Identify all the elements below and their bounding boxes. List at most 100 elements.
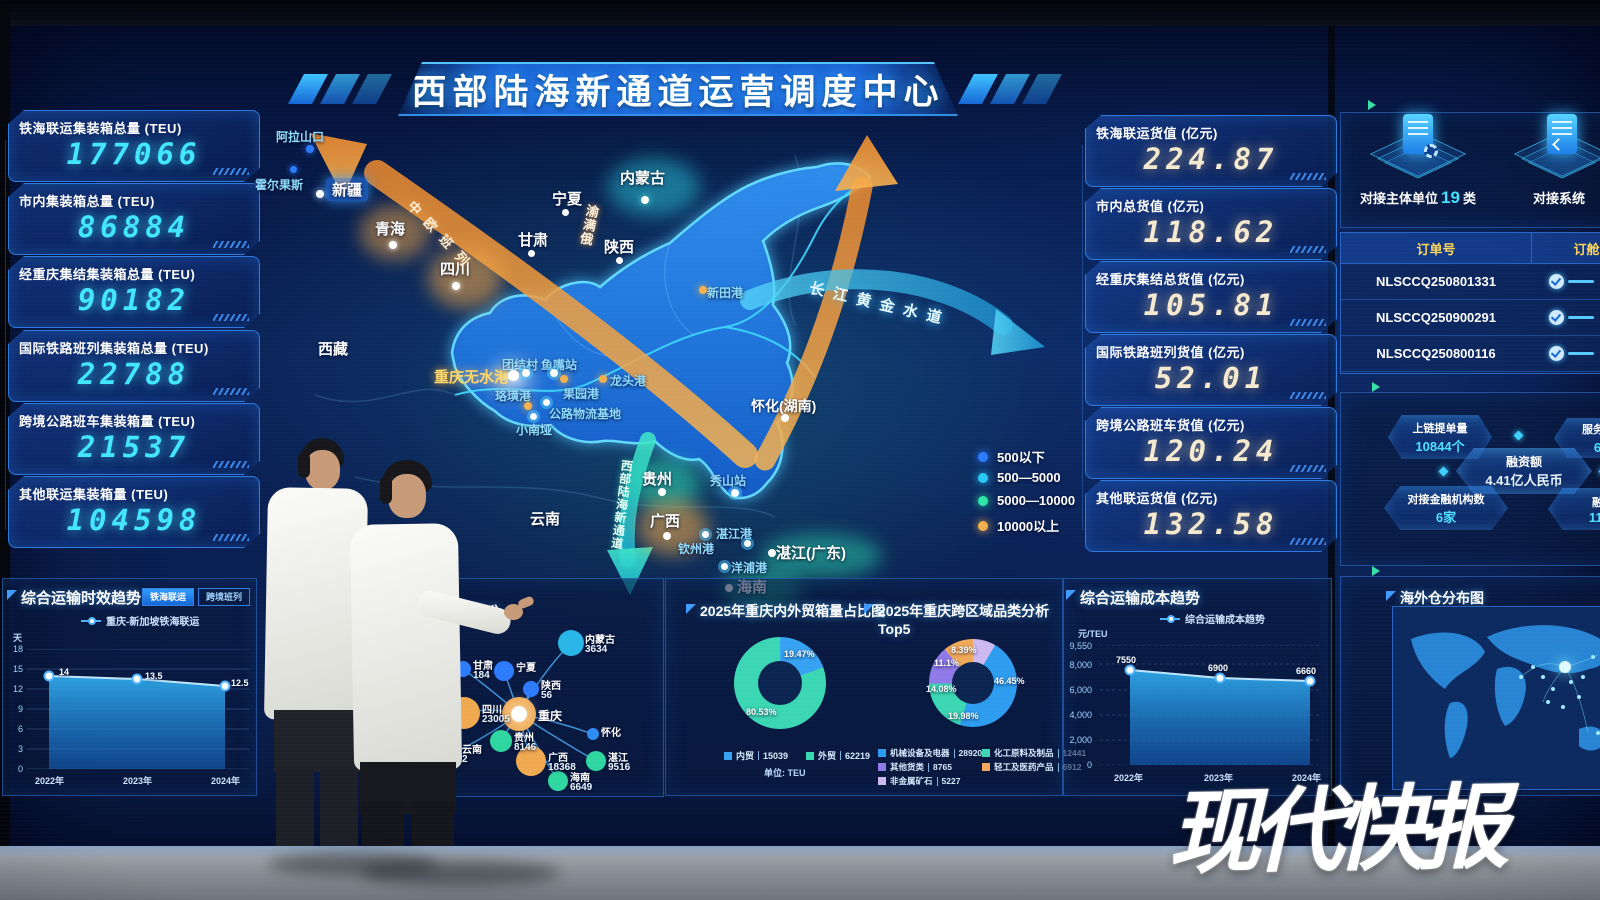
marker-dot-chongqing xyxy=(508,370,519,381)
stat-value: 21537 xyxy=(77,430,191,464)
panel-title: 综合运输时效趋势 xyxy=(6,587,141,608)
pie2-title: 2025年重庆跨区域品类分析Top5 xyxy=(864,601,1062,637)
pie-pct: 80.53% xyxy=(746,707,777,717)
map-legend-item: 5000—10000 xyxy=(978,493,1075,508)
stat-value: 224.87 xyxy=(1143,142,1279,176)
map-label-xintiangang: 新田港 xyxy=(707,286,744,300)
col-booking: 订舱 xyxy=(1573,241,1600,257)
summary-card-units: 对接主体单位 19 类 xyxy=(1352,114,1484,230)
point-value: 6660 xyxy=(1296,666,1317,676)
marker-dot xyxy=(699,286,707,294)
legend-label: 10000以上 xyxy=(997,519,1060,534)
tab-crossborder-train[interactable]: 跨境班列 xyxy=(197,588,250,606)
table-row[interactable]: NLSCCQ250801331 xyxy=(1341,264,1600,300)
marker-dot xyxy=(306,145,314,153)
toggle-track xyxy=(1568,352,1594,355)
marker-dot xyxy=(550,369,558,377)
legend-label: 重庆-新加坡铁海联运 xyxy=(106,617,200,628)
map-label-yuzuizhan: 鱼嘴站 xyxy=(541,358,578,372)
stat-card-assembled-value: 经重庆集结总货值 (亿元) 105.81 xyxy=(1085,261,1337,333)
legend-label: 5000—10000 xyxy=(997,493,1076,508)
summary-label: 对接系统 xyxy=(1532,191,1585,206)
legend-line-icon xyxy=(81,616,101,625)
map-label-gansu: 甘肃 xyxy=(518,232,549,249)
pie-legend-item: 内贸 15039 xyxy=(724,749,788,762)
booking-check-icon xyxy=(1549,310,1564,325)
node-value: 56 xyxy=(541,690,553,701)
marker-dot xyxy=(524,402,532,410)
legend-dot-green xyxy=(978,495,988,506)
stat-card-intl-rail-teu: 国际铁路班列集装箱总量 (TEU) 22788 xyxy=(8,330,260,402)
legend-label: 500—5000 xyxy=(997,470,1061,485)
map-label-qinzhougang: 钦州港 xyxy=(678,542,715,556)
x-tick: 2022年 xyxy=(35,776,65,786)
y-tick: 0 xyxy=(1086,760,1092,770)
map-label-neimenggu: 内蒙古 xyxy=(620,170,666,187)
map-label-guizhou: 贵州 xyxy=(642,471,673,488)
y-tick: 0 xyxy=(17,764,23,774)
pie-pct: 11.1% xyxy=(934,658,960,668)
map-label-alashankou: 阿拉山口 xyxy=(276,130,325,144)
stat-value: 86884 xyxy=(77,210,191,244)
node-value: 23005 xyxy=(482,714,510,725)
metric-value: 6家 xyxy=(1435,509,1457,525)
panel-pie-charts: 2025年重庆内外贸箱量占比图 2025年重庆跨区域品类分析Top5 19.47… xyxy=(665,578,1086,796)
panel-title: 综合运输成本趋势 xyxy=(1065,587,1200,608)
summary-value: 19 xyxy=(1441,188,1460,207)
stat-label: 国际铁路班列货值 (亿元) xyxy=(1096,345,1245,360)
map-legend-item: 10000以上 xyxy=(978,516,1059,535)
y-tick: 6,000 xyxy=(1069,685,1092,695)
metric-label: 对接金融机构数 xyxy=(1407,493,1485,506)
y-axis-unit: 天 xyxy=(13,633,23,643)
point-value: 12.5 xyxy=(231,678,249,688)
table-row[interactable]: NLSCCQ250800116 xyxy=(1341,336,1600,372)
map-label-longtougang: 龙头港 xyxy=(610,374,647,388)
node-label: 宁夏 xyxy=(516,663,536,674)
y-tick: 3 xyxy=(17,744,23,754)
stat-card-city-teu: 市内集装箱总量 (TEU) 86884 xyxy=(8,183,260,255)
connector-line xyxy=(5,140,6,530)
platform-layers-icon xyxy=(1369,114,1467,180)
stat-label: 市内总货值 (亿元) xyxy=(1096,199,1205,214)
order-number: NLSCCQ250801331 xyxy=(1376,274,1496,289)
metric-label: 融资 xyxy=(1592,496,1600,509)
node-value: 184 xyxy=(473,670,490,681)
map-label-xizang: 西藏 xyxy=(318,341,349,358)
map-label-yunnan: 云南 xyxy=(530,511,561,528)
stat-label: 经重庆集结总货值 (亿元) xyxy=(1096,272,1245,287)
tab-rail-sea[interactable]: 铁海联运 xyxy=(141,588,194,606)
table-row[interactable]: NLSCCQ250900291 xyxy=(1341,300,1600,336)
map-label-tuanjiecun: 团结村 xyxy=(502,358,539,372)
map-label-yangpugang: 洋浦港 xyxy=(731,561,768,575)
stat-label: 铁海联运集装箱总量 (TEU) xyxy=(19,121,182,136)
marker-dot xyxy=(744,540,751,547)
pie-legend-item: 其他货类 8765 xyxy=(878,761,952,773)
y-tick: 9,550 xyxy=(1069,641,1092,651)
marker-dot xyxy=(616,257,623,264)
y-tick: 6 xyxy=(17,724,23,734)
y-tick: 12 xyxy=(12,684,23,694)
legend-line-icon xyxy=(1160,614,1180,623)
map-label-shaanxi: 陕西 xyxy=(604,239,635,256)
marker-dot xyxy=(562,209,569,216)
legend-label: 500以下 xyxy=(997,450,1045,465)
stat-label: 经重庆集结集装箱总量 (TEU) xyxy=(19,267,196,282)
toggle-track xyxy=(1568,316,1594,319)
marker-dot xyxy=(389,241,397,249)
metric-label: 服务企业 xyxy=(1582,423,1600,436)
point-value: 13.5 xyxy=(145,671,163,681)
summary-unit: 类 xyxy=(1462,191,1476,206)
x-tick: 2024年 xyxy=(211,776,241,786)
marker-dot xyxy=(702,531,709,538)
map-label-highway-logistics-base: 公路物流基地 xyxy=(549,407,622,421)
y-tick: 8,000 xyxy=(1069,660,1092,670)
marker-dot xyxy=(768,549,776,557)
stat-label: 铁海联运货值 (亿元) xyxy=(1096,126,1218,141)
stat-card-truck-value: 跨境公路班车货值 (亿元) 120.24 xyxy=(1085,407,1337,479)
x-tick: 2022年 xyxy=(1114,773,1144,783)
map-legend-item: 500以下 xyxy=(978,447,1045,466)
map-label-ningxia: 宁夏 xyxy=(552,191,583,208)
metric-label: 融资额 xyxy=(1505,455,1542,469)
pie-pct: 8.39% xyxy=(951,645,977,655)
